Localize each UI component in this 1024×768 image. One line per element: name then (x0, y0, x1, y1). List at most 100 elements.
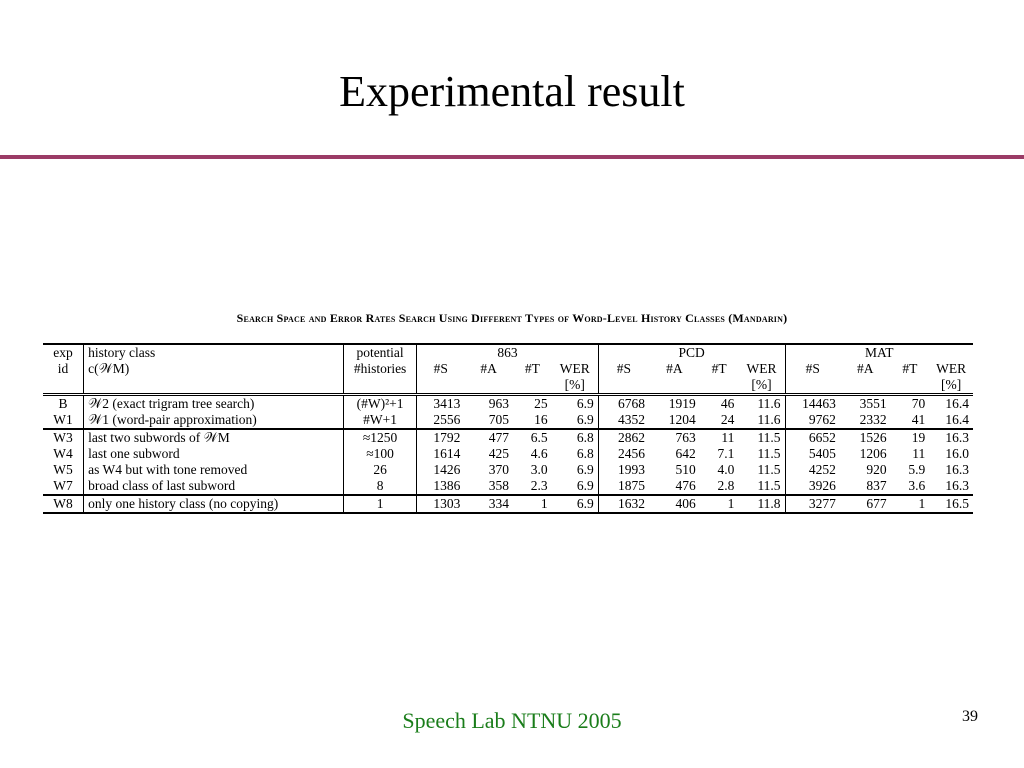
header-863-wer: WER (551, 361, 599, 377)
cell-pcd-t: 2.8 (717, 478, 735, 493)
header-history-symbol: c(𝒲M) (83, 361, 345, 377)
table-row: B 𝒲2 (exact trigram tree search) (#W)²+1 34… (43, 393, 973, 412)
cell-mat-t: 19 (890, 428, 930, 446)
header-group-863: 863 (416, 343, 599, 361)
table-caption: Search Space and Error Rates Search Usin… (236, 311, 788, 325)
cell-pcd-a: 476 (675, 478, 696, 493)
cell-history-class: as W4 but with tone removed (83, 462, 345, 478)
cell-863-wer: 6.9 (551, 393, 599, 412)
cell-mat-t: 70 (890, 393, 930, 412)
cell-potential-histories: 1 (343, 494, 418, 514)
cell-863-wer: 6.9 (551, 462, 599, 478)
header-row-1: exp history class potential 863 PCD MAT (43, 343, 973, 361)
header-empty (598, 377, 649, 395)
cell-pcd-wer: 11.5 (738, 428, 786, 446)
cell-history-class: last two subwords of 𝒲M (83, 428, 345, 446)
footer-text: Speech Lab NTNU 2005 (402, 708, 622, 733)
cell-mat-wer: 16.4 (945, 412, 969, 427)
header-history-class: history class (83, 343, 345, 361)
cell-mat-s: 5405 (808, 446, 836, 461)
header-pcd-t: #T (711, 361, 727, 376)
results-table-container: exp history class potential 863 PCD MAT … (43, 343, 973, 514)
header-pcd-s: #S (616, 361, 632, 376)
cell-exp-id: W8 (43, 494, 85, 514)
header-pcd-wer-unit: [%] (738, 377, 786, 395)
cell-863-s: 2556 (433, 412, 461, 427)
table-row: W8 only one history class (no copying) 1 13… (43, 494, 973, 514)
header-mat-t: #T (902, 361, 918, 376)
header-histories: #histories (343, 361, 418, 377)
header-863-t: #T (524, 361, 540, 376)
cell-mat-a: 1206 (859, 446, 887, 461)
header-mat-wer: WER (936, 361, 967, 376)
cell-mat-s: 14463 (785, 393, 840, 412)
header-empty (343, 377, 418, 395)
cell-potential-histories: 26 (343, 462, 418, 478)
cell-863-s: 1426 (433, 462, 461, 477)
header-863-wer-unit: [%] (551, 377, 599, 395)
cell-mat-t: 3.6 (908, 478, 926, 493)
header-id: id (43, 361, 85, 377)
cell-potential-histories: ≈1250 (343, 428, 418, 446)
cell-exp-id: W5 (43, 462, 85, 478)
slide-title: Experimental result (339, 67, 685, 116)
header-empty (83, 377, 345, 395)
cell-history-class: 𝒲1 (word-pair approximation) (83, 412, 345, 429)
cell-pcd-t: 7.1 (717, 446, 735, 461)
cell-pcd-s: 4352 (618, 412, 646, 427)
cell-863-t: 6.5 (513, 428, 552, 446)
cell-pcd-a: 510 (675, 462, 696, 477)
cell-mat-wer: 16.5 (929, 494, 973, 514)
cell-mat-s: 3926 (808, 478, 836, 493)
cell-mat-a: 2332 (859, 412, 887, 427)
cell-863-wer: 6.9 (551, 478, 599, 495)
cell-history-class: 𝒲2 (exact trigram tree search) (83, 393, 345, 412)
cell-potential-histories: #W+1 (343, 412, 418, 429)
cell-863-s: 1303 (416, 494, 465, 514)
cell-mat-wer: 16.4 (929, 393, 973, 412)
cell-863-t: 16 (534, 412, 548, 427)
cell-history-class: last one subword (83, 446, 345, 462)
cell-pcd-wer: 11.6 (738, 412, 786, 429)
cell-863-a: 963 (464, 393, 514, 412)
header-pcd-a: #A (666, 361, 683, 376)
cell-pcd-wer: 11.8 (738, 494, 786, 514)
cell-863-t: 4.6 (530, 446, 548, 461)
cell-mat-a: 1526 (839, 428, 891, 446)
cell-863-wer: 6.8 (551, 428, 599, 446)
cell-mat-wer: 16.0 (945, 446, 969, 461)
cell-mat-t: 1 (890, 494, 930, 514)
cell-mat-t: 11 (912, 446, 926, 461)
cell-pcd-t: 1 (699, 494, 739, 514)
cell-863-a: 370 (488, 462, 510, 477)
cell-mat-wer: 16.3 (945, 478, 969, 493)
header-group-pcd: PCD (598, 343, 786, 361)
cell-pcd-wer: 11.5 (738, 446, 786, 462)
header-empty (840, 377, 891, 395)
cell-863-t: 3.0 (530, 462, 548, 477)
cell-863-wer: 6.8 (551, 446, 599, 462)
header-pcd-wer: WER (738, 361, 786, 377)
table-row: W1 𝒲1 (word-pair approximation) #W+1 2556 70… (43, 412, 973, 429)
cell-pcd-a: 1204 (668, 412, 696, 427)
table-row: W5 as W4 but with tone removed 26 1426 370 3.… (43, 462, 973, 478)
cell-863-s: 1792 (416, 428, 465, 446)
cell-863-s: 1614 (433, 446, 461, 461)
cell-potential-histories: ≈100 (343, 446, 418, 462)
cell-mat-t: 41 (911, 412, 926, 427)
cell-pcd-t: 24 (720, 412, 735, 427)
cell-mat-a: 677 (839, 494, 891, 514)
header-potential: potential (343, 343, 418, 361)
cell-mat-s: 6652 (785, 428, 840, 446)
cell-mat-s: 3277 (785, 494, 840, 514)
table-row: W3 last two subwords of 𝒲M ≈1250 1792 477 6.5… (43, 428, 973, 446)
header-row-2: id c(𝒲M) #histories #S #A #T WER #S #A #… (43, 361, 973, 377)
header-group-mat: MAT (785, 343, 973, 361)
cell-mat-a: 920 (866, 462, 887, 477)
header-mat-wer-unit: [%] (940, 377, 962, 392)
cell-pcd-s: 2456 (618, 446, 646, 461)
cell-863-a: 705 (488, 412, 510, 427)
header-empty (464, 377, 513, 395)
cell-mat-a: 3551 (839, 393, 891, 412)
header-empty (513, 377, 552, 395)
